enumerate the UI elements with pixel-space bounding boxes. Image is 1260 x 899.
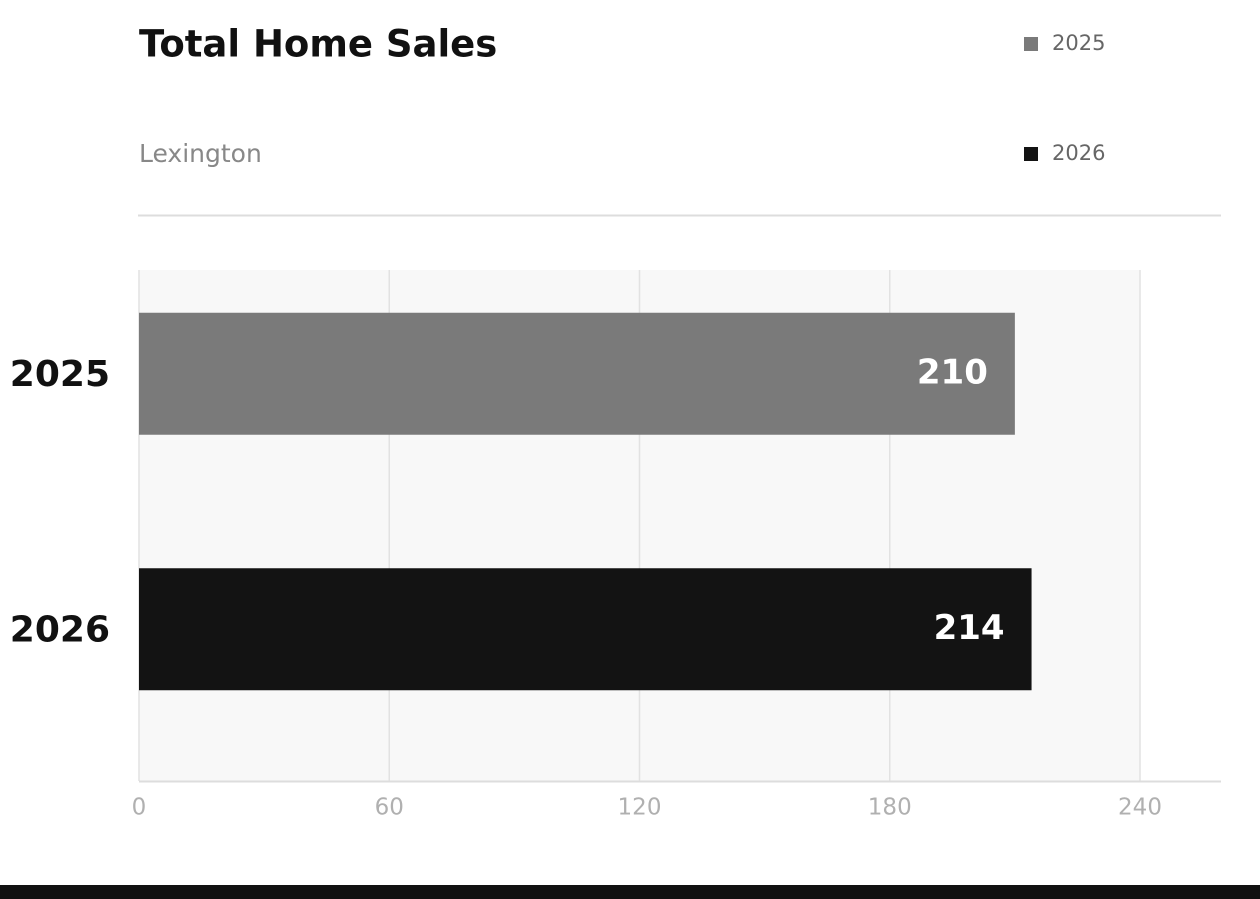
x-tick-label: 120 <box>618 795 662 821</box>
x-tick-label: 180 <box>868 795 912 821</box>
legend-label: 2025 <box>1052 31 1105 55</box>
value-label: 210 <box>917 352 988 392</box>
legend-label: 2026 <box>1052 141 1105 165</box>
y-tick-label: 2026 <box>10 609 110 650</box>
x-tick-label: 240 <box>1118 795 1162 821</box>
x-tick-label: 0 <box>132 795 147 821</box>
bar <box>139 568 1032 691</box>
chart-subtitle: Lexington <box>139 139 262 168</box>
y-tick-label: 2025 <box>10 354 110 395</box>
legend-swatch <box>1024 37 1038 51</box>
footer-bar <box>0 885 1260 899</box>
legend-swatch <box>1024 147 1038 161</box>
x-tick-label: 60 <box>375 795 404 821</box>
chart-title: Total Home Sales <box>139 23 497 66</box>
bar <box>139 312 1015 435</box>
value-label: 214 <box>934 608 1005 648</box>
